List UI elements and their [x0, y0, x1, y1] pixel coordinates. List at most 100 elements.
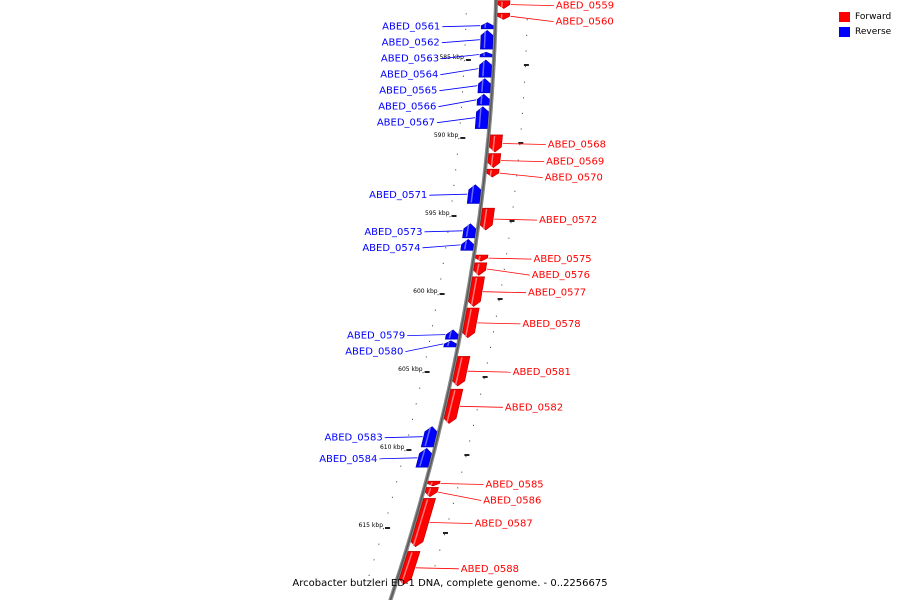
- gene-arrow: [476, 93, 490, 106]
- minor-tick-left: [422, 372, 424, 374]
- minor-tick-left: [459, 122, 461, 124]
- minor-tick-left: [419, 387, 421, 389]
- gene-label: ABED_0559: [556, 1, 614, 12]
- gene-arrow: [474, 106, 489, 129]
- minor-tick-left: [415, 403, 417, 405]
- gene-leader: [494, 218, 538, 221]
- scale-tick-right: [523, 64, 529, 66]
- gene-leader: [439, 85, 478, 92]
- backbone: [389, 0, 497, 600]
- minor-tick-right: [476, 409, 478, 411]
- gene-label: ABED_0566: [378, 102, 436, 113]
- minor-tick-right: [512, 206, 514, 208]
- legend-forward-label: Forward: [855, 11, 892, 22]
- gene-label: ABED_0575: [534, 254, 592, 265]
- minor-tick-left: [391, 496, 393, 498]
- legend-forward: Forward: [839, 9, 891, 24]
- gene-arrow: [487, 153, 502, 168]
- minor-tick-left: [458, 138, 460, 140]
- minor-tick-right: [434, 565, 436, 567]
- gene-label: ABED_0571: [369, 190, 427, 201]
- legend-reverse-label: Reverse: [855, 26, 892, 37]
- gene-highlight: [424, 427, 431, 447]
- gene-arrow: [497, 0, 511, 9]
- minor-tick-left: [451, 200, 453, 202]
- minor-tick-right: [444, 534, 445, 536]
- gene-leader: [379, 457, 418, 460]
- minor-tick-left: [464, 44, 466, 46]
- gene-label: ABED_0586: [483, 496, 541, 507]
- minor-tick-left: [463, 75, 464, 77]
- minor-tick-left: [442, 262, 444, 264]
- minor-tick-left: [400, 465, 402, 467]
- gene-highlight: [464, 308, 472, 337]
- gene-leader: [488, 257, 532, 260]
- minor-tick-left: [456, 153, 458, 155]
- scale-tick: [460, 137, 466, 139]
- minor-tick-right: [508, 237, 510, 239]
- minor-tick-right: [452, 502, 454, 504]
- minor-tick-left: [404, 450, 406, 452]
- scale-label: 610 kbp: [380, 444, 405, 451]
- minor-tick-left: [429, 340, 430, 342]
- minor-tick-left: [396, 481, 398, 483]
- gene-label: ABED_0573: [364, 227, 422, 238]
- minor-tick-right: [480, 393, 482, 395]
- gene-highlight: [465, 224, 470, 237]
- gene-leader: [502, 143, 546, 145]
- scale-tick-right: [482, 376, 488, 378]
- gene-leader: [384, 436, 423, 439]
- minor-tick-right: [517, 159, 519, 161]
- scale-tick-right: [443, 532, 448, 534]
- legend: Forward Reverse: [839, 9, 891, 39]
- gene-label: ABED_0568: [548, 140, 606, 151]
- gene-arrow: [460, 239, 474, 251]
- gene-label: ABED_0584: [319, 454, 377, 465]
- minor-tick-right: [524, 81, 525, 83]
- scale-label: 595 kbp: [425, 210, 450, 217]
- minor-tick-right: [439, 549, 441, 551]
- minor-tick-left: [465, 13, 467, 15]
- gene-leader: [510, 4, 554, 6]
- gene-highlight: [478, 107, 482, 128]
- gene-arrow: [415, 448, 432, 468]
- scale-tick-right: [509, 220, 515, 222]
- minor-tick-right: [524, 66, 526, 68]
- gene-highlight: [419, 449, 426, 467]
- minor-tick-right: [461, 471, 463, 473]
- scale-tick: [451, 215, 457, 217]
- gene-leader: [482, 291, 527, 294]
- minor-tick-left: [383, 528, 384, 530]
- gene-leader: [440, 68, 479, 76]
- minor-tick-left: [408, 434, 410, 436]
- gene-highlight: [430, 481, 433, 486]
- gene-arrow: [466, 184, 482, 204]
- minor-tick-left: [368, 574, 370, 576]
- gene-arrow: [420, 426, 438, 448]
- minor-tick-right: [521, 112, 523, 114]
- gene-highlight: [470, 185, 475, 203]
- gene-leader: [477, 322, 521, 325]
- scale-label: 590 kbp: [434, 132, 459, 139]
- gene-highlight: [483, 31, 486, 49]
- gene-leader: [467, 370, 511, 373]
- minor-tick-right: [523, 97, 524, 99]
- minor-tick-left: [453, 184, 455, 186]
- gene-highlight: [480, 95, 483, 105]
- minor-tick-left: [447, 231, 449, 233]
- gene-arrow: [475, 254, 489, 262]
- minor-tick-left: [425, 356, 427, 358]
- gene-label: ABED_0560: [556, 17, 614, 28]
- minor-tick-right: [429, 580, 431, 582]
- gene-arrow: [424, 487, 439, 498]
- minor-tick-right: [501, 284, 503, 286]
- scale-tick-right: [464, 454, 470, 456]
- gene-arrow: [479, 51, 493, 58]
- gene-leader: [429, 522, 473, 524]
- legend-reverse: Reverse: [839, 24, 891, 39]
- gene-highlight: [490, 154, 494, 167]
- gene-label: ABED_0577: [528, 288, 586, 299]
- gene-label: ABED_0576: [532, 270, 590, 281]
- scale-tick-right: [518, 142, 524, 144]
- gene-arrow: [478, 59, 492, 78]
